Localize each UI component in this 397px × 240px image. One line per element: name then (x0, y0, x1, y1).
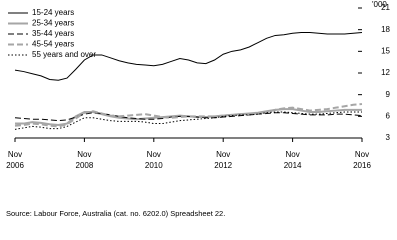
legend-label: 15-24 years (32, 8, 74, 17)
y-tick-label: 6 (386, 111, 391, 120)
series-line (14, 32, 363, 81)
y-tick-label: 3 (386, 133, 391, 142)
x-tick-label: 2006 (6, 161, 24, 170)
chart: '000 Source: Labour Force, Australia (ca… (6, 0, 391, 218)
series-line (14, 112, 363, 122)
x-tick-label: Nov (355, 150, 369, 159)
series-line (14, 103, 363, 128)
y-tick-label: 21 (381, 3, 390, 12)
x-tick-label: Nov (285, 150, 299, 159)
legend-label: 45-54 years (32, 40, 74, 49)
x-tick-label: Nov (8, 150, 22, 159)
legend-label: 25-34 years (32, 19, 74, 28)
y-tick-label: 15 (381, 46, 390, 55)
y-tick-label: 18 (381, 25, 390, 34)
y-unit: '000 (372, 0, 387, 9)
legend-label: 35-44 years (32, 29, 74, 38)
x-tick-label: Nov (216, 150, 230, 159)
legend-label: 55 years and over (32, 50, 96, 59)
y-tick-label: 12 (381, 68, 390, 77)
source-note: Source: Labour Force, Australia (cat. no… (6, 209, 225, 218)
x-tick-label: Nov (147, 150, 161, 159)
x-tick-label: 2012 (214, 161, 232, 170)
series-line (14, 111, 362, 130)
x-tick-label: Nov (77, 150, 91, 159)
x-tick-label: 2008 (76, 161, 94, 170)
x-tick-label: 2014 (284, 161, 302, 170)
y-tick-label: 9 (386, 90, 391, 99)
x-tick-label: 2010 (145, 161, 163, 170)
x-tick-label: 2016 (353, 161, 371, 170)
